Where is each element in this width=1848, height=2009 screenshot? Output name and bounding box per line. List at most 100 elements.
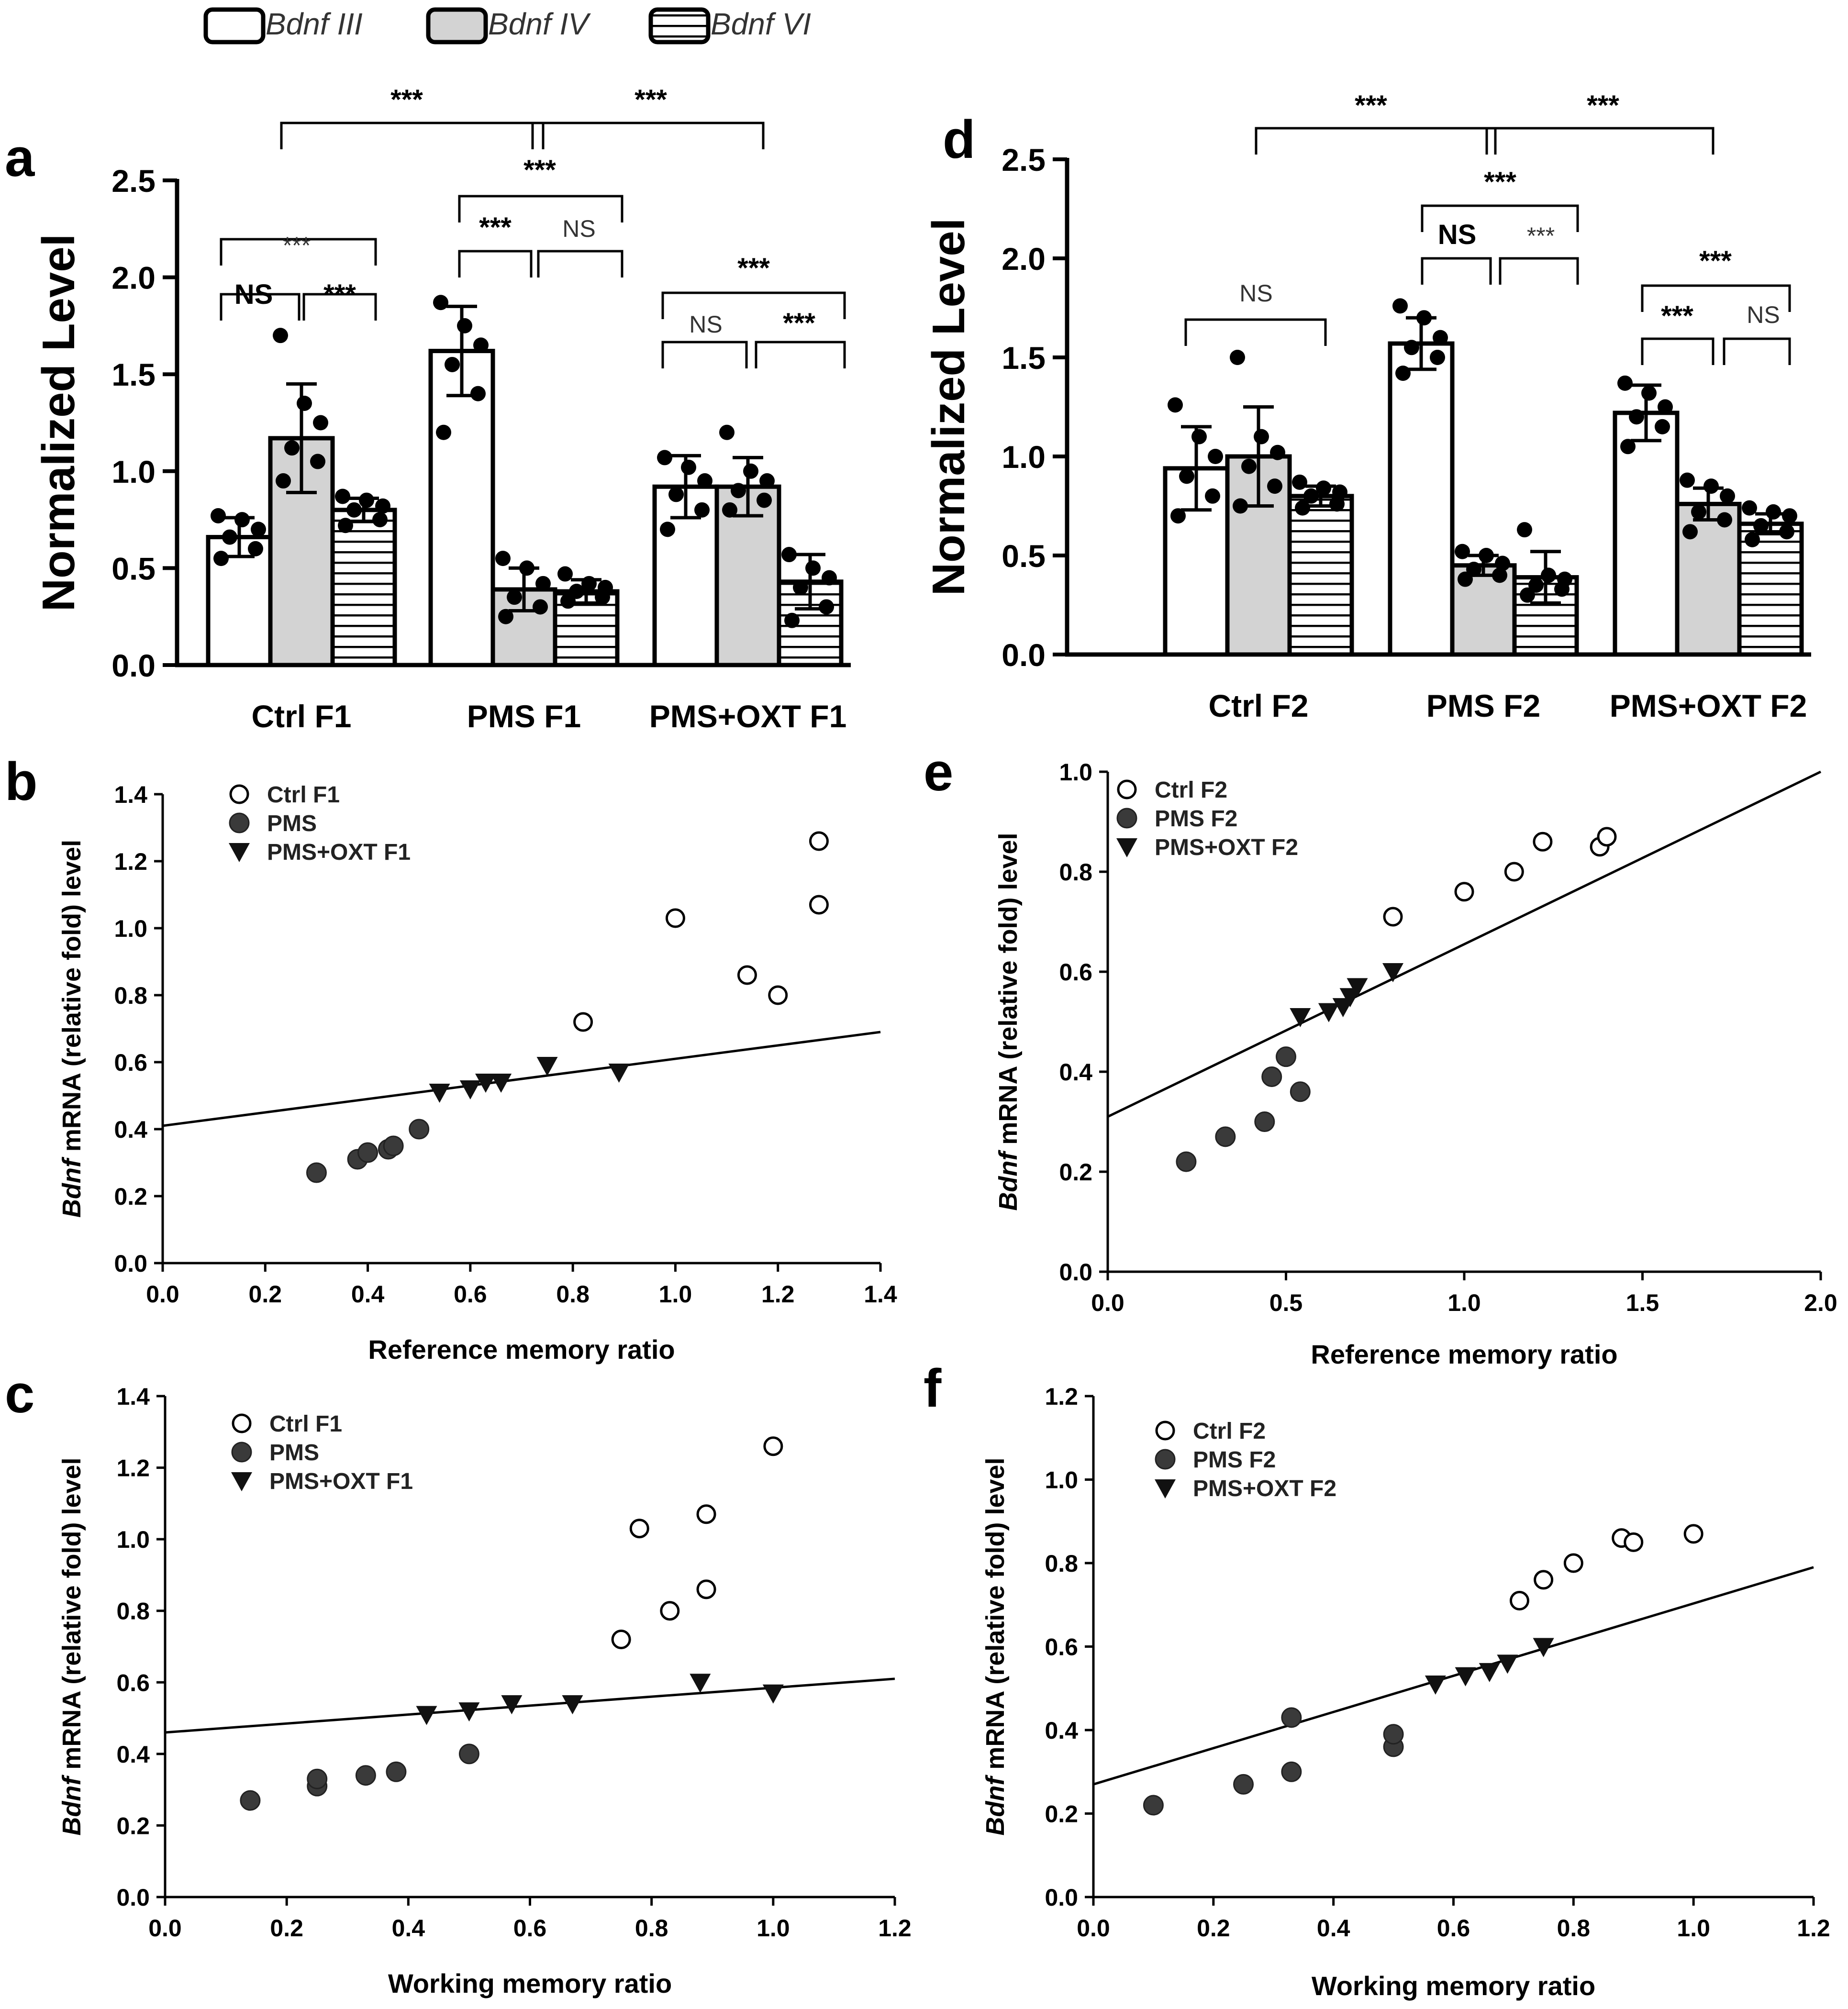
y-tick-label: 0.0 <box>1002 637 1046 673</box>
x-tick-label: 0.6 <box>454 1281 487 1308</box>
significance-bracket <box>1494 127 1714 155</box>
x-tick-label: 0.5 <box>1269 1289 1303 1316</box>
y-tick-label: 1.0 <box>114 915 147 942</box>
category-label: PMS+OXT F2 <box>1610 688 1807 723</box>
x-tick-label: 0.4 <box>392 1915 425 1942</box>
scatter-point-open-circle <box>1383 907 1403 927</box>
data-point <box>1617 375 1633 391</box>
data-point <box>273 328 288 344</box>
y-tick-label: 0.6 <box>114 1049 147 1076</box>
y-axis-label-gene: Bdnf <box>57 1775 86 1836</box>
significance-label: *** <box>283 232 311 259</box>
regression-line <box>162 1031 881 1127</box>
data-point <box>1430 350 1445 365</box>
significance-label: *** <box>1661 300 1693 332</box>
scatter-point-filled-circle <box>1254 1111 1275 1132</box>
significance-label: *** <box>1355 90 1387 121</box>
significance-label: *** <box>783 308 815 339</box>
y-tick-label: 2.0 <box>111 260 156 296</box>
data-point <box>1191 429 1207 444</box>
data-point <box>1416 310 1432 326</box>
scatter-point-triangle <box>458 1702 480 1722</box>
y-tick-label: 0.4 <box>116 1741 150 1768</box>
scatter-point-open-circle <box>737 965 757 985</box>
significance-bracket <box>1255 127 1488 155</box>
legend-label: PMS <box>269 1440 319 1465</box>
significance-bracket <box>458 250 533 277</box>
data-point <box>1766 504 1781 520</box>
data-point <box>757 492 772 508</box>
data-point <box>1745 532 1760 547</box>
bar-ctrlf1-series3 <box>330 508 397 667</box>
category-label: Ctrl F2 <box>1208 688 1308 723</box>
legend-marker-open-circle <box>229 784 249 804</box>
scatter-point-filled-circle <box>1143 1795 1164 1816</box>
data-point <box>470 386 486 401</box>
data-point <box>722 502 737 518</box>
scatter-point-open-circle <box>1683 1524 1703 1544</box>
x-tick-label: 0.2 <box>270 1915 303 1942</box>
scatter-point-filled-circle <box>1261 1066 1282 1087</box>
x-tick-label: 0.0 <box>1077 1915 1110 1942</box>
data-point <box>457 318 472 333</box>
scatter-point-triangle <box>608 1064 630 1083</box>
panels: a 0.0 0.5 1.0 1.5 2.0 2.5 Normalized Level Ctrl … <box>5 84 1837 2001</box>
scatter-point-filled-circle <box>306 1162 327 1183</box>
data-point <box>1332 484 1347 500</box>
y-tick-label: 0.0 <box>1059 1259 1092 1286</box>
y-tick-label: 0.0 <box>116 1884 150 1911</box>
significance-label: NS <box>1438 219 1477 250</box>
data-point <box>822 570 837 586</box>
y-tick-label: 0.4 <box>114 1116 147 1143</box>
y-tick-label: 0.8 <box>116 1598 150 1625</box>
data-point <box>1316 480 1331 496</box>
y-axis-label-rest: mRNA (relative fold) level <box>981 1457 1010 1776</box>
legend-label: Ctrl F1 <box>269 1411 342 1437</box>
scatter-point-triangle <box>459 1080 481 1099</box>
x-tick-label: 0.8 <box>635 1915 668 1942</box>
data-point <box>1267 478 1282 494</box>
bar-ctrlf2-series3 <box>1287 494 1354 657</box>
y-tick-label: 1.0 <box>1059 759 1092 786</box>
data-point <box>1703 478 1719 494</box>
data-point <box>313 415 328 431</box>
legend: Bdnf III Bdnf IV Bdnf VI <box>203 7 811 44</box>
data-point <box>1241 458 1257 474</box>
category-label: Ctrl F1 <box>251 699 351 734</box>
x-axis-label: Reference memory ratio <box>1311 1339 1617 1369</box>
data-point <box>495 551 511 566</box>
legend-label: PMS+OXT F1 <box>267 840 411 865</box>
significance-label: *** <box>1699 245 1732 277</box>
y-tick-label: 0.0 <box>114 1250 147 1277</box>
data-point <box>1557 571 1572 587</box>
data-point <box>805 560 821 576</box>
panel-letter-a: a <box>5 128 35 188</box>
legend-marker-triangle <box>229 843 250 862</box>
panel-b: b 0.0 0.2 0.4 0.6 0.8 1.0 1.2 1.4 0.0 0.2 0.4 0.6 0.8… <box>5 752 897 1365</box>
panel-letter-e: e <box>924 742 953 802</box>
y-tick-label: 0.2 <box>116 1812 150 1839</box>
y-axis-label: Bdnf mRNA (relative fold) level <box>57 1457 86 1835</box>
data-point <box>1655 419 1670 434</box>
bar-pmsf2-series1 <box>1388 341 1455 657</box>
data-point <box>1168 397 1183 413</box>
scatter-point-open-circle <box>573 1012 593 1032</box>
y-axis-label-gene: Bdnf <box>994 1150 1023 1211</box>
category-label: PMS F2 <box>1426 688 1540 723</box>
data-point <box>1492 567 1507 583</box>
x-axis-label: Working memory ratio <box>1312 1971 1595 2001</box>
significance-label: *** <box>635 84 667 115</box>
legend-label-2: Bdnf IV <box>488 7 591 41</box>
data-point <box>375 498 390 514</box>
data-point <box>1303 488 1319 504</box>
y-tick-label: 0.8 <box>114 982 147 1009</box>
y-tick-label: 0.0 <box>111 648 156 683</box>
data-point <box>1170 508 1186 524</box>
scatter-point-triangle <box>475 1074 496 1093</box>
data-point <box>1233 498 1248 514</box>
data-point <box>436 424 451 440</box>
data-point <box>793 579 808 595</box>
significance-bracket <box>661 291 846 319</box>
significance-bracket <box>1421 204 1579 232</box>
scatter-point-filled-circle <box>458 1743 479 1765</box>
